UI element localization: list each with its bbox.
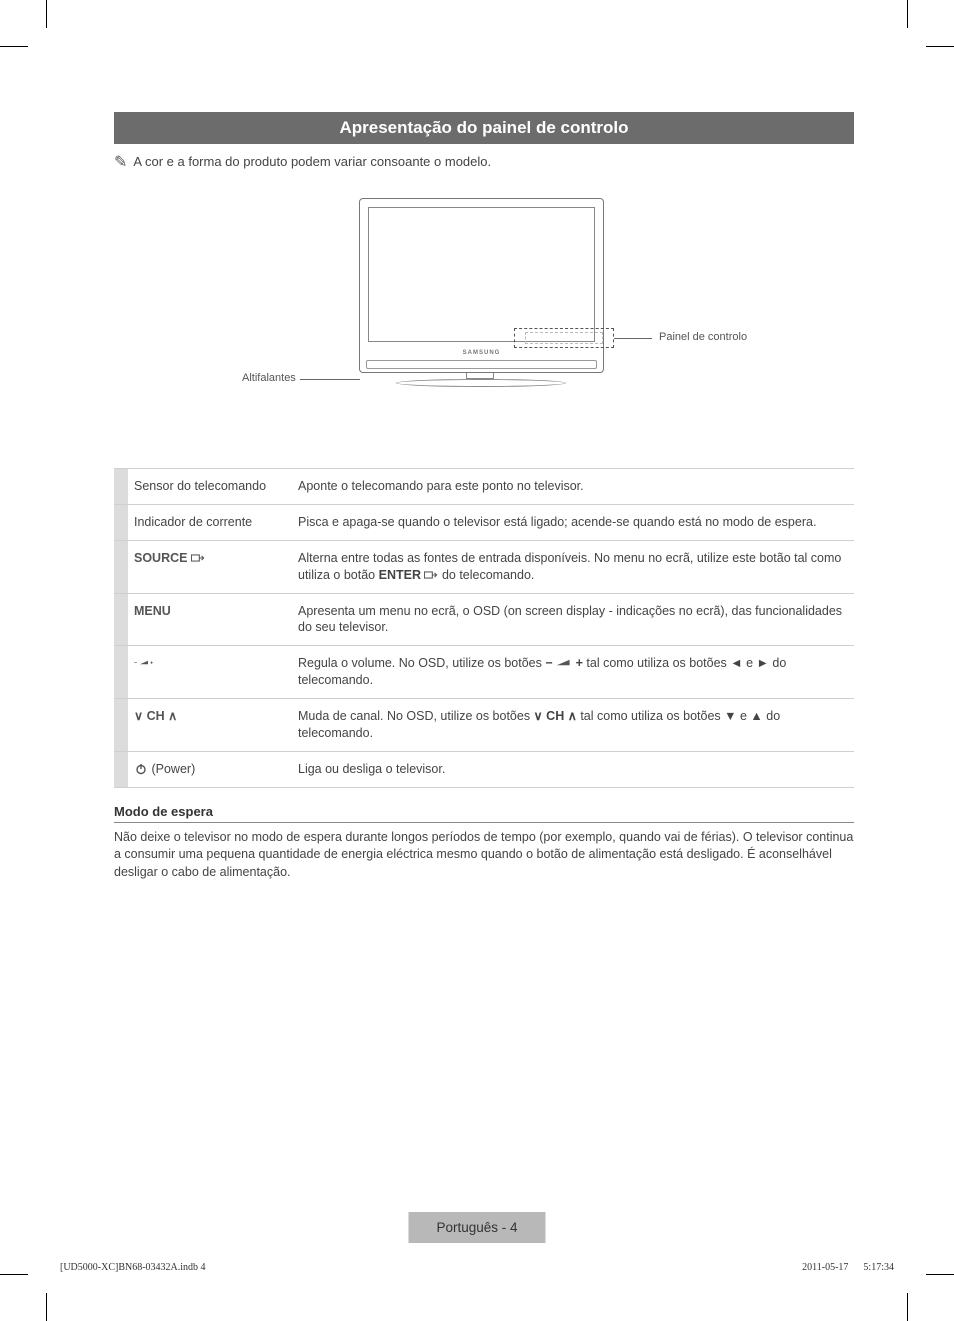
svg-text:+: + xyxy=(150,661,153,667)
row-description: Apresenta um menu no ecrã, o OSD (on scr… xyxy=(298,593,854,646)
table-row: ∨ CH ∧Muda de canal. No OSD, utilize os … xyxy=(114,699,854,752)
tv-speaker-bar xyxy=(366,360,597,369)
tv-stand-base xyxy=(396,379,566,387)
row-stripe xyxy=(114,469,128,505)
row-description: Alterna entre todas as fontes de entrada… xyxy=(298,540,854,593)
row-label: ∨ CH ∧ xyxy=(128,699,298,752)
page-footer: Português - 4 xyxy=(408,1212,545,1243)
table-row: Sensor do telecomandoAponte o telecomand… xyxy=(114,469,854,505)
tv-logo: SAMSUNG xyxy=(463,350,501,356)
row-stripe xyxy=(114,593,128,646)
section-title: Apresentação do painel de controlo xyxy=(114,112,854,144)
row-description: Liga ou desliga o televisor. xyxy=(298,751,854,787)
svg-text:−: − xyxy=(134,661,137,667)
controls-table: Sensor do telecomandoAponte o telecomand… xyxy=(114,468,854,788)
table-row: (Power)Liga ou desliga o televisor. xyxy=(114,751,854,787)
row-label: (Power) xyxy=(128,751,298,787)
row-description: Pisca e apaga-se quando o televisor está… xyxy=(298,504,854,540)
row-label: −+ xyxy=(128,646,298,699)
table-row: −+Regula o volume. No OSD, utilize os bo… xyxy=(114,646,854,699)
row-stripe xyxy=(114,646,128,699)
row-description: Muda de canal. No OSD, utilize os botões… xyxy=(298,699,854,752)
callout-line xyxy=(614,338,652,339)
table-row: SOURCE Alterna entre todas as fontes de … xyxy=(114,540,854,593)
note-icon: ✎ xyxy=(114,155,127,171)
tv-screen xyxy=(368,207,595,342)
row-stripe xyxy=(114,751,128,787)
control-panel-highlight xyxy=(514,328,614,348)
row-stripe xyxy=(114,540,128,593)
row-label: MENU xyxy=(128,593,298,646)
row-label: Sensor do telecomando xyxy=(128,469,298,505)
table-row: Indicador de correntePisca e apaga-se qu… xyxy=(114,504,854,540)
standby-heading: Modo de espera xyxy=(114,804,854,823)
row-label: SOURCE xyxy=(128,540,298,593)
note-text: A cor e a forma do produto podem variar … xyxy=(133,154,491,169)
print-mark-left: [UD5000-XC]BN68-03432A.indb 4 xyxy=(60,1262,206,1273)
print-mark-right: 2011-05-17 5:17:34 xyxy=(802,1262,894,1273)
note-row: ✎ A cor e a forma do produto podem varia… xyxy=(114,154,854,170)
row-description: Regula o volume. No OSD, utilize os botõ… xyxy=(298,646,854,699)
table-row: MENUApresenta um menu no ecrã, o OSD (on… xyxy=(114,593,854,646)
standby-body: Não deixe o televisor no modo de espera … xyxy=(114,829,854,882)
callout-line xyxy=(300,379,360,380)
control-panel-label: Painel de controlo xyxy=(659,331,747,343)
row-label: Indicador de corrente xyxy=(128,504,298,540)
speakers-label: Altifalantes xyxy=(242,372,296,384)
row-stripe xyxy=(114,504,128,540)
tv-figure: SAMSUNG Painel de controlo Altifalantes xyxy=(114,198,854,433)
row-stripe xyxy=(114,699,128,752)
row-description: Aponte o telecomando para este ponto no … xyxy=(298,469,854,505)
